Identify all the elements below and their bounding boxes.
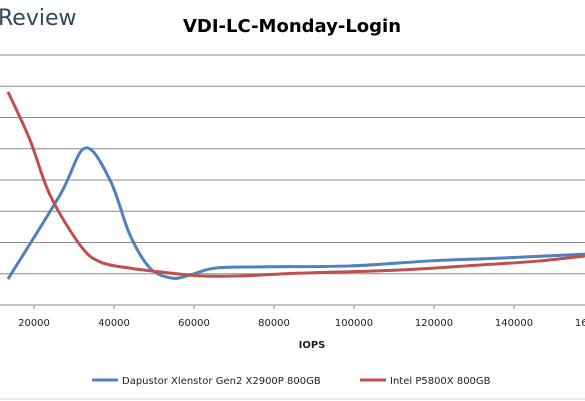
brand: Review [0, 6, 77, 31]
legend-label: Intel P5800X 800GB [390, 376, 491, 387]
x-tick-label: 80000 [258, 318, 290, 329]
x-tick-label: 20000 [18, 318, 50, 329]
x-tick-label: 40000 [98, 318, 130, 329]
x-tick-label: 60000 [178, 318, 210, 329]
chart-title: VDI-LC-Monday-Login [183, 16, 401, 37]
line-series [6, 146, 585, 280]
x-tick-label: 120000 [415, 318, 453, 329]
legend-label: Dapustor Xlenstor Gen2 X2900P 800GB [122, 376, 321, 387]
x-tick-label: 100000 [335, 318, 373, 329]
x-tick-label: 160000 [575, 318, 585, 329]
line-series [6, 91, 585, 278]
x-axis-label: IOPS [299, 340, 326, 351]
x-tick-label: 140000 [495, 318, 533, 329]
